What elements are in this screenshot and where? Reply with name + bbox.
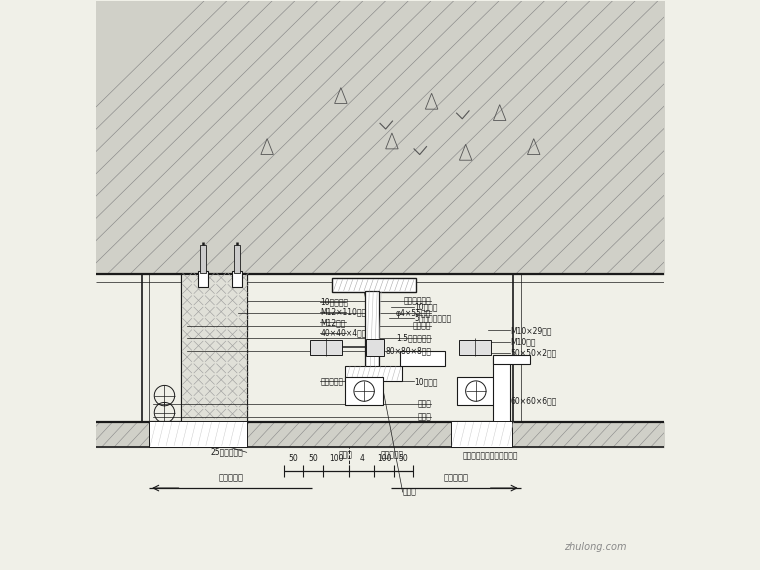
Bar: [200, 245, 207, 272]
Text: 泡沫填塞支: 泡沫填塞支: [381, 451, 404, 459]
Text: 50×50×2垫片: 50×50×2垫片: [511, 349, 557, 357]
Text: 40×40×4垫片: 40×40×4垫片: [321, 328, 367, 337]
Text: 50: 50: [289, 454, 299, 463]
Text: M10螺母: M10螺母: [511, 337, 536, 346]
Text: 5厚钢板转接芯套: 5厚钢板转接芯套: [414, 314, 451, 323]
Text: 10号槽钢: 10号槽钢: [414, 302, 438, 311]
Text: 筑缝膨: 筑缝膨: [339, 451, 353, 459]
Bar: [232, 271, 242, 287]
Text: 防火胶: 防火胶: [417, 412, 431, 421]
Text: 不锈钢挂件: 不锈钢挂件: [321, 377, 344, 386]
Text: 尺寸控制线: 尺寸控制线: [444, 474, 468, 482]
Bar: [457, 377, 496, 405]
Bar: [459, 340, 491, 355]
Text: 土建结构边线: 土建结构边线: [404, 296, 431, 306]
Text: 防火岩棉: 防火岩棉: [413, 321, 431, 331]
Text: 10厚橡盘: 10厚橡盘: [414, 377, 438, 386]
Text: 拉爆钉: 拉爆钉: [417, 400, 431, 409]
Bar: [182, 274, 247, 422]
Text: 10厚连接件: 10厚连接件: [321, 298, 349, 307]
Text: 50: 50: [399, 454, 408, 463]
Text: 环氧树脂烧石材夹缝密封胶: 环氧树脂烧石材夹缝密封胶: [463, 452, 518, 461]
Text: φ4×55射钉: φ4×55射钉: [396, 309, 431, 318]
Text: 4: 4: [359, 454, 364, 463]
Bar: [233, 245, 240, 272]
Text: zhulong.com: zhulong.com: [564, 542, 627, 552]
Text: 60×60×6角钢: 60×60×6角钢: [511, 397, 557, 406]
Bar: [345, 377, 383, 405]
Text: M12×110螺丝: M12×110螺丝: [321, 308, 366, 317]
Text: 预埋件: 预埋件: [403, 487, 416, 496]
Bar: [493, 355, 530, 364]
Text: 尺寸控制线: 尺寸控制线: [218, 474, 243, 482]
Bar: [310, 340, 342, 355]
Bar: [332, 278, 416, 292]
Bar: [451, 421, 512, 447]
Text: 25厚烧水晶石: 25厚烧水晶石: [211, 448, 243, 457]
Bar: [366, 291, 379, 367]
Text: 80×80×8角钢: 80×80×8角钢: [385, 347, 431, 355]
Text: 100: 100: [329, 454, 344, 463]
Bar: [366, 339, 384, 356]
Bar: [149, 421, 247, 447]
Text: M12螺母: M12螺母: [321, 318, 346, 327]
Text: 50: 50: [309, 454, 318, 463]
Bar: [400, 351, 445, 365]
Text: 1.5厚防火涂液: 1.5厚防火涂液: [396, 334, 431, 343]
Bar: [493, 357, 511, 422]
Text: 100: 100: [377, 454, 391, 463]
Bar: [198, 271, 208, 287]
Bar: [345, 365, 401, 381]
Text: M10×29螺垫: M10×29螺垫: [511, 326, 552, 335]
